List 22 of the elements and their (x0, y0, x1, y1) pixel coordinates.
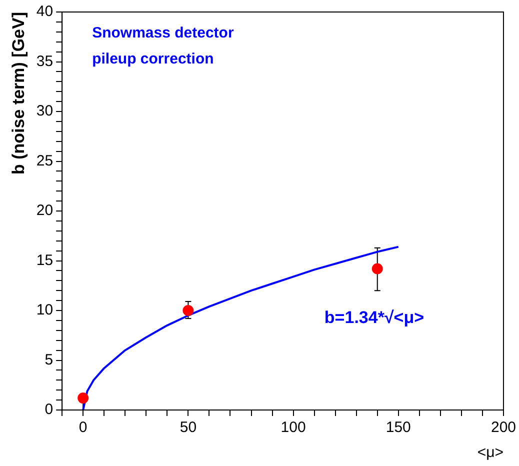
x-axis-title: <μ> (477, 444, 504, 462)
x-tick-label: 50 (180, 419, 197, 436)
y-tick-label: 5 (44, 351, 54, 368)
x-tick-label: 150 (386, 419, 411, 436)
annotation: pileup correction (92, 50, 214, 68)
y-axis-title: b (noise term) [GeV] (8, 12, 28, 174)
y-tick-label: 35 (36, 52, 54, 70)
y-tick-label: 40 (36, 3, 54, 20)
y-tick-label: 20 (36, 202, 54, 220)
y-tick-label: 10 (36, 302, 54, 319)
x-tick-label: 0 (78, 419, 88, 436)
annotation: b=1.34*√<μ> (324, 308, 424, 328)
point (182, 305, 194, 316)
annotation: Snowmass detector (92, 24, 234, 42)
x-tick-label: 100 (280, 419, 306, 436)
y-tick-label: 0 (44, 401, 54, 418)
y-tick-label: 15 (36, 252, 54, 269)
y-tick-label: 25 (36, 152, 54, 170)
x-tick-label: 200 (490, 419, 516, 436)
point (78, 392, 89, 404)
y-tick-label: 30 (36, 102, 54, 120)
point (372, 263, 383, 274)
